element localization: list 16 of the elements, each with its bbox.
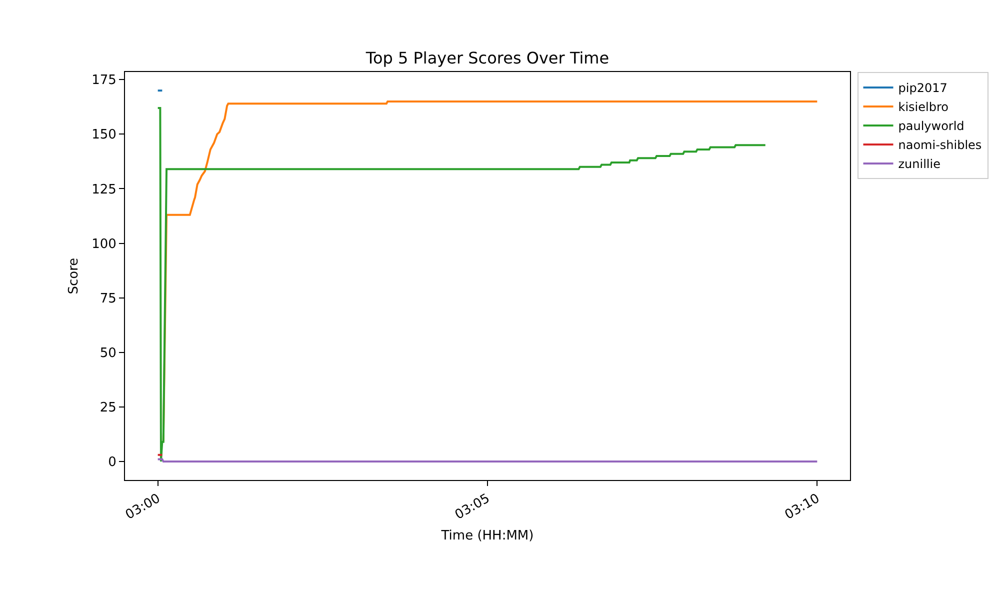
y-tick-label: 75 <box>100 291 116 306</box>
y-tick-label: 150 <box>92 128 116 143</box>
legend-label: pip2017 <box>898 81 948 96</box>
y-tick-label: 25 <box>100 400 116 416</box>
legend-label: zunillie <box>898 157 940 172</box>
legend-label: naomi-shibles <box>898 138 982 152</box>
y-tick-label: 100 <box>92 236 116 252</box>
legend-label: paulyworld <box>898 119 964 134</box>
y-tick-label: 175 <box>92 73 116 88</box>
y-tick-label: 0 <box>108 455 116 470</box>
y-tick-label: 125 <box>92 182 116 198</box>
legend-label: kisielbro <box>898 100 948 114</box>
x-axis-title: Time (HH:MM) <box>440 528 534 544</box>
y-tick-label: 50 <box>100 346 116 361</box>
y-axis-title: Score <box>66 258 82 294</box>
chart-title: Top 5 Player Scores Over Time <box>364 48 610 68</box>
